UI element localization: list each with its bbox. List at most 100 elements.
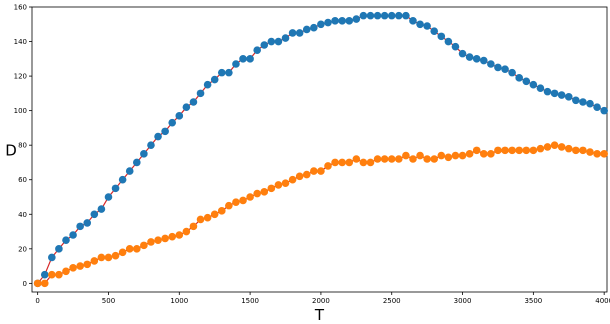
series-2-point (140, 241, 148, 250)
series-2-point (458, 151, 467, 160)
series-2-point (387, 155, 396, 163)
x-tick-label: 500 (102, 297, 115, 305)
series-1-point (331, 17, 339, 25)
series-2-point (402, 151, 410, 160)
series-1-point (267, 37, 276, 46)
series-2-point (536, 144, 545, 153)
y-tick-label: 140 (14, 38, 27, 46)
series-1-point (529, 80, 538, 89)
series-1-point (572, 96, 580, 105)
series-1-point (444, 37, 453, 46)
series-2 (33, 141, 608, 288)
series-1-point (168, 118, 177, 127)
series-1-point (48, 253, 56, 262)
series-2-point (189, 222, 198, 231)
series-1-point (97, 205, 106, 213)
series-2-point (430, 155, 439, 163)
series-2-point (281, 179, 290, 187)
series-1-point (189, 98, 198, 106)
series-2-point (324, 162, 332, 170)
series-1-point (104, 193, 113, 201)
series-1-point (338, 17, 346, 25)
series-1-point (288, 29, 297, 37)
x-tick-label: 2000 (312, 297, 330, 305)
series-2-point (210, 210, 219, 219)
series-2-point (175, 231, 184, 239)
x-tick-label: 3500 (524, 297, 542, 305)
series-2-point (423, 155, 431, 163)
series-2-point (168, 232, 177, 241)
series-1-point (62, 236, 70, 244)
series-2-point (55, 270, 63, 279)
series-2-line (37, 144, 605, 284)
series-2-point (395, 155, 403, 163)
series-group (33, 11, 608, 288)
y-tick-label: 120 (14, 73, 27, 81)
series-1-point (69, 231, 77, 239)
series-2-point (217, 207, 226, 215)
series-2-point (260, 188, 269, 196)
series-2-point (267, 184, 276, 193)
series-2-point (557, 143, 566, 151)
series-1-point (451, 42, 460, 51)
series-2-point (203, 213, 212, 222)
series-1-point (352, 15, 361, 23)
series-2-point (529, 146, 538, 155)
series-2-point (302, 170, 311, 179)
series-1-point (522, 77, 531, 86)
series-2-point (550, 141, 559, 149)
series-2-point (161, 234, 169, 243)
series-1-point (90, 210, 99, 219)
series-1-point (387, 11, 396, 20)
series-2-point (232, 198, 240, 206)
series-2-point (380, 155, 389, 163)
series-1-point (593, 103, 601, 111)
series-1-point (260, 41, 269, 49)
series-2-point (182, 227, 191, 236)
series-1-point (210, 75, 219, 84)
series-2-point (288, 175, 297, 184)
series-1-point (487, 60, 495, 68)
y-axis-ticks: 0 20 40 60 80 100 120 140 160 (14, 4, 32, 288)
y-tick-label: 0 (23, 280, 27, 288)
series-2-point (253, 189, 261, 198)
series-2-point (154, 236, 162, 244)
series-2-point (345, 158, 354, 167)
series-1-point (430, 27, 439, 35)
series-1-point (543, 87, 552, 96)
series-2-point (515, 146, 523, 155)
plot-area-frame (31, 6, 608, 293)
series-1-point (423, 22, 431, 30)
series-1-point (140, 150, 148, 158)
series-2-point (338, 158, 346, 167)
series-2-point (246, 193, 254, 201)
axes-frame (31, 6, 608, 293)
series-1-point (557, 91, 566, 99)
series-2-point (451, 151, 460, 160)
series-2-point (274, 181, 283, 189)
series-1-point (586, 99, 594, 108)
series-2-point (62, 267, 70, 276)
series-1-point (501, 65, 509, 73)
series-1-point (600, 106, 608, 115)
series-1-point (536, 84, 545, 92)
y-axis-label: D (5, 142, 17, 160)
series-2-point (479, 150, 488, 158)
series-2-point (472, 146, 481, 155)
y-tick-label: 100 (14, 107, 27, 115)
series-1-point (147, 141, 155, 149)
series-1-point (479, 56, 488, 65)
x-tick-label: 2500 (383, 297, 401, 305)
series-1-point (373, 11, 382, 20)
series-2-point (317, 167, 325, 175)
series-1-point (246, 55, 254, 63)
series-1-point (458, 49, 467, 58)
series-1-point (118, 175, 127, 184)
series-1-point (111, 184, 120, 193)
series-1-point (203, 80, 212, 89)
series-1-point (380, 11, 389, 20)
series-1-point (154, 132, 162, 141)
